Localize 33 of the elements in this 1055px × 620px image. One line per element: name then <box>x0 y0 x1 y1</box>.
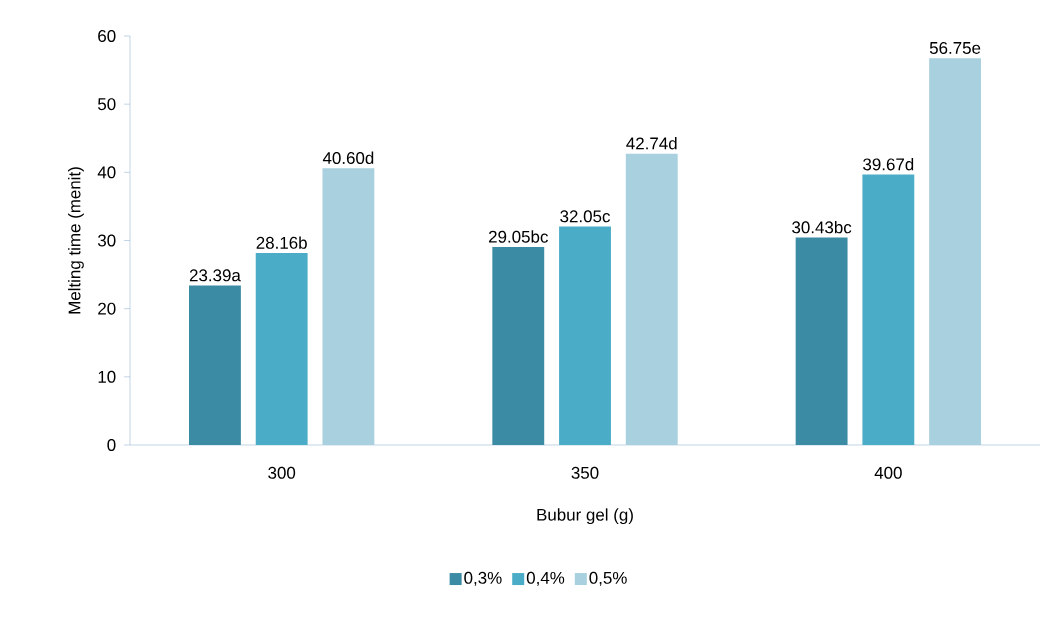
y-tick-label: 40 <box>97 166 116 179</box>
x-tick-label: 350 <box>571 466 599 479</box>
bar <box>189 285 241 445</box>
bar <box>559 226 611 445</box>
data-label: 28.16b <box>256 236 307 249</box>
bar <box>322 168 375 445</box>
legend-label: 0,3% <box>464 571 502 586</box>
y-tick-label: 0 <box>107 438 116 451</box>
bar <box>862 174 915 445</box>
x-tick-label: 400 <box>874 466 902 479</box>
x-axis-title: Bubur gel (g) <box>537 508 633 525</box>
bar <box>625 153 678 445</box>
bar <box>255 253 308 445</box>
y-axis-title: Melting time (menit) <box>68 167 84 314</box>
data-label: 23.39a <box>189 269 241 282</box>
data-label: 30.43bc <box>792 220 852 234</box>
legend-label: 0,4% <box>526 571 565 586</box>
data-label: 40.60d <box>322 151 374 165</box>
data-label: 32.05c <box>560 210 610 223</box>
legend-label: 0,5% <box>589 571 627 586</box>
y-tick-label: 30 <box>97 234 116 247</box>
data-label: 42.74d <box>626 137 677 150</box>
bar <box>929 58 982 445</box>
y-tick-label: 50 <box>98 98 116 111</box>
y-tick-label: 20 <box>98 302 116 315</box>
bar <box>795 237 848 445</box>
data-label: 29.05bc <box>489 230 548 243</box>
bar <box>492 246 545 445</box>
data-label: 39.67d <box>863 157 914 171</box>
y-tick-label: 10 <box>98 370 116 383</box>
x-tick-label: 300 <box>268 466 296 479</box>
y-tick-label: 60 <box>98 29 116 42</box>
data-label: 56.75e <box>929 41 981 54</box>
